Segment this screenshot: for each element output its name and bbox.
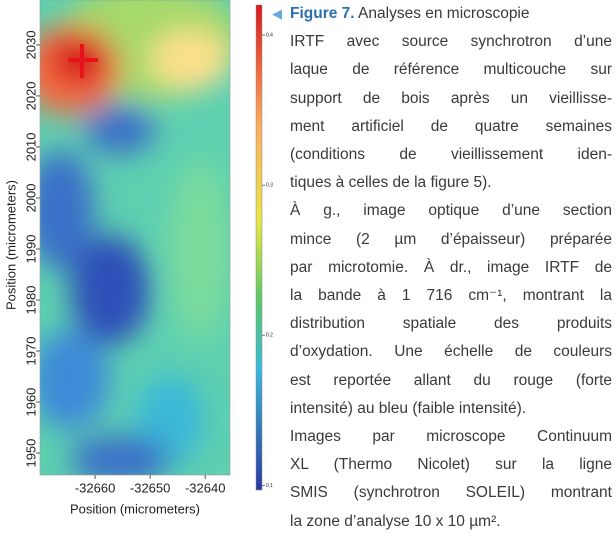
colorbar-tick-label: 0.1 [266,483,273,489]
caption-line: Figure 7. Analyses en microscopie [290,0,612,28]
caption-line: d’oxydation. Une échelle de couleurs [290,343,612,361]
x-axis-title: Position (micrometers) [70,501,200,516]
caption-line: distribution spatiale des produits [290,315,612,333]
y-axis-title: Position (micrometers) [3,180,18,310]
caption-line: est reportée allant du rouge (forte [290,371,612,389]
caption-line: la bande à 1 716 cm⁻¹, montrant la [290,287,612,305]
y-tick-label: 2000 [23,183,38,212]
figure-label: Figure 7. [290,5,355,22]
y-tick-label: 2010 [23,132,38,161]
caption-line: ment artificiel de quatre semaines [290,117,612,135]
caption-line: laque de référence multicouche sur [290,61,612,79]
caption-line: SMIS (synchrotron SOLEIL) montrant [290,484,612,502]
y-tick-label: 1990 [23,235,38,264]
y-tick-label: 1970 [23,337,38,366]
marker-arrow: ◀ [272,6,282,21]
y-tick-label: 1960 [23,388,38,417]
caption-line: par microtomie. À dr., image IRTF de [290,258,612,276]
y-tick-label: 2020 [23,81,38,110]
caption: ◀ Figure 7. Analyses en microscopie IRTF a… [272,0,612,536]
colorbar-tick-label: 0.2 [266,333,273,339]
x-tick-label: -32660 [75,480,115,495]
x-tick-label: -32640 [185,480,225,495]
caption-line: mince (2 µm d’épaisseur) préparée [290,230,612,248]
caption-line: la zone d’analyse 10 x 10 µm². [290,512,501,530]
colorbar-tick-label: 0.3 [266,183,273,189]
caption-line: support de bois après un vieillisse- [290,89,612,107]
colorbar-tick-label: 0.4 [266,32,273,38]
y-tick-label: 1950 [23,439,38,468]
caption-line: XL (Thermo Nicolet) sur la ligne [290,456,612,474]
y-tick-label: 1980 [23,286,38,315]
caption-line: intensité) au bleu (faible intensité). [290,399,527,417]
caption-text: Analyses en microscopie [354,5,530,22]
caption-line: À g., image optique d’une section [290,202,612,220]
heatmap [40,0,230,475]
caption-line: tiques à celles de la figure 5). [290,174,492,192]
caption-line: Images par microscope Continuum [290,428,612,446]
caption-line: IRTF avec source synchrotron d’une [290,33,612,51]
y-tick-label: 2030 [23,30,38,59]
caption-line: (conditions de vieillissement iden- [290,146,612,164]
x-tick-label: -32650 [130,480,170,495]
figure: Position (micrometers) Position (microme… [3,0,273,516]
